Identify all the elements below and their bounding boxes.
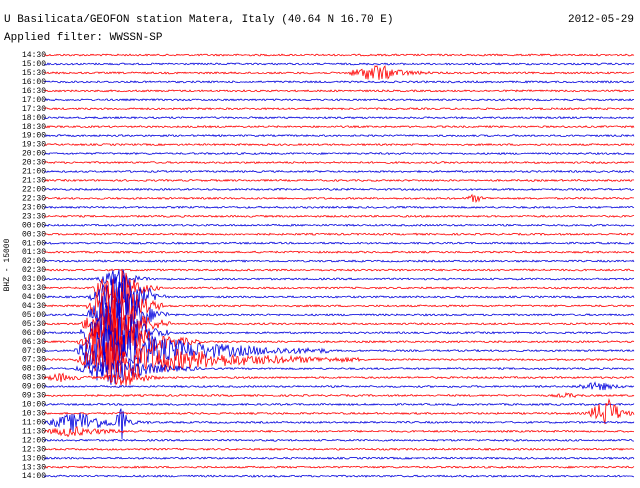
title: U Basilicata/GEOFON station Matera, Ital… (4, 14, 393, 26)
time-label: 23:00 (22, 203, 46, 212)
time-label: 04:30 (22, 302, 46, 311)
trace (43, 278, 634, 342)
trace (43, 53, 635, 57)
time-label: 06:30 (22, 338, 46, 347)
time-label: 01:00 (22, 239, 46, 248)
trace (43, 65, 635, 80)
trace (43, 116, 635, 120)
time-label: 19:00 (22, 132, 46, 141)
trace (43, 125, 635, 129)
trace (44, 269, 635, 289)
time-label: 06:00 (22, 329, 46, 338)
time-label: 17:30 (22, 105, 46, 114)
trace (43, 89, 635, 93)
trace (43, 98, 635, 102)
trace (43, 160, 634, 165)
time-label: 13:00 (22, 454, 46, 463)
time-label: 08:30 (22, 374, 46, 383)
trace (43, 241, 635, 245)
trace (43, 80, 635, 84)
trace (43, 134, 635, 138)
time-label: 12:00 (22, 436, 46, 445)
time-label: 16:00 (22, 78, 46, 87)
time-label: 05:00 (22, 311, 46, 320)
trace (43, 408, 635, 440)
trace (43, 107, 635, 111)
time-label: 03:00 (22, 275, 46, 284)
time-label: 22:30 (22, 194, 46, 203)
trace (43, 474, 635, 478)
time-label: 11:00 (22, 418, 46, 427)
trace (43, 169, 635, 174)
time-label: 04:00 (22, 293, 46, 302)
trace (43, 465, 635, 469)
trace (43, 308, 635, 376)
time-label: 14:30 (22, 51, 46, 60)
time-label: 13:30 (22, 463, 46, 472)
trace (43, 338, 635, 381)
time-label: 02:00 (22, 257, 46, 266)
time-label: 00:30 (22, 230, 46, 239)
time-label: 00:00 (22, 221, 46, 230)
trace (43, 278, 635, 341)
time-label: 02:30 (22, 266, 46, 275)
date: 2012-05-29 (568, 14, 634, 26)
trace (43, 392, 635, 399)
trace (43, 232, 635, 236)
time-label: 11:30 (22, 427, 46, 436)
trace (43, 381, 635, 391)
time-label: 18:30 (22, 123, 46, 132)
trace (43, 187, 635, 191)
trace (43, 223, 635, 227)
time-label: 20:30 (22, 159, 46, 168)
time-label: 21:30 (22, 177, 46, 186)
channel-label: BHZ - 15000 (3, 238, 12, 291)
time-label: 14:00 (22, 472, 46, 481)
time-label: 22:00 (22, 186, 46, 195)
time-label: 16:30 (22, 87, 46, 96)
trace (43, 62, 635, 66)
trace (43, 352, 635, 385)
trace (44, 269, 635, 308)
trace (43, 193, 635, 203)
time-label: 01:30 (22, 248, 46, 257)
trace (43, 302, 635, 364)
time-label: 10:00 (22, 401, 46, 410)
time-label: 07:30 (22, 356, 46, 365)
trace (43, 291, 635, 359)
time-label: 09:30 (22, 392, 46, 401)
trace (43, 426, 635, 438)
trace (43, 402, 635, 407)
trace (43, 447, 635, 451)
trace (43, 214, 635, 218)
trace (43, 151, 635, 156)
time-label: 08:00 (22, 365, 46, 374)
time-label: 12:30 (22, 445, 46, 454)
time-label: 05:30 (22, 320, 46, 329)
trace (43, 398, 635, 425)
trace (43, 178, 635, 183)
time-label: 03:30 (22, 284, 46, 293)
trace (43, 142, 635, 147)
time-label: 19:30 (22, 141, 46, 150)
trace (43, 438, 635, 442)
trace (43, 368, 635, 386)
time-label: 21:00 (22, 168, 46, 177)
time-label: 15:30 (22, 69, 46, 78)
time-label: 18:00 (22, 114, 46, 123)
time-label: 20:00 (22, 150, 46, 159)
trace (43, 268, 635, 272)
time-label: 15:00 (22, 60, 46, 69)
time-label: 17:00 (22, 96, 46, 105)
time-label: 23:30 (22, 212, 46, 221)
trace (43, 205, 635, 210)
time-label: 07:00 (22, 347, 46, 356)
time-label: 10:30 (22, 410, 46, 419)
trace (43, 259, 635, 263)
time-label: 09:00 (22, 383, 46, 392)
trace (43, 250, 635, 254)
filter: Applied filter: WWSSN-SP (4, 32, 163, 44)
trace (43, 456, 635, 460)
